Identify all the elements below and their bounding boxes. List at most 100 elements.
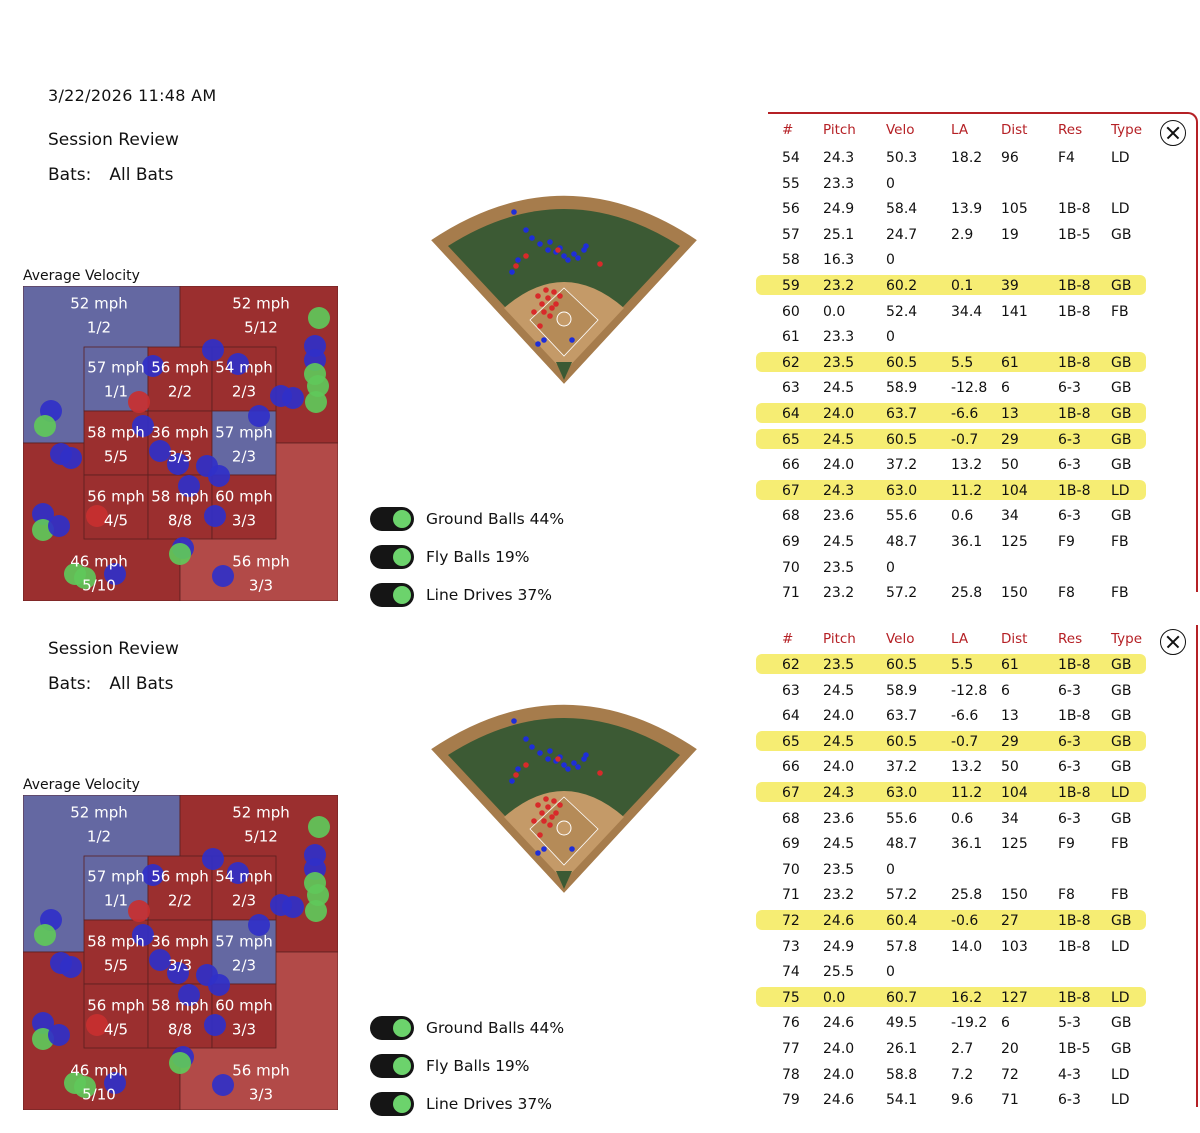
table-cell-n: 67 xyxy=(782,785,800,801)
table-cell-la: 11.2 xyxy=(951,482,983,499)
close-icon[interactable] xyxy=(1160,629,1186,655)
table-header-cell[interactable]: Pitch xyxy=(823,122,856,138)
table-header-cell[interactable]: LA xyxy=(951,122,969,138)
table-cell-velo: 0 xyxy=(886,329,895,346)
table-row[interactable]: 71 23.2 57.2 25.8 150 F8 FB xyxy=(768,585,1168,607)
table-row[interactable]: 63 24.5 58.9 -12.8 6 6-3 GB xyxy=(768,380,1168,402)
hit-type-toggle-row[interactable]: Line Drives 37% xyxy=(370,1085,564,1123)
table-header-cell[interactable]: Dist xyxy=(1001,631,1028,647)
hit-type-toggle-row[interactable]: Line Drives 37% xyxy=(370,576,564,614)
toggle-switch[interactable] xyxy=(370,583,414,607)
table-row[interactable]: 54 24.3 50.3 18.2 96 F4 LD xyxy=(768,150,1168,172)
table-row[interactable]: 78 24.0 58.8 7.2 72 4-3 LD xyxy=(768,1067,1168,1089)
table-cell-res: 6-3 xyxy=(1058,380,1081,397)
table-row[interactable]: 71 23.2 57.2 25.8 150 F8 FB xyxy=(768,887,1168,909)
table-row[interactable]: 70 23.5 0 xyxy=(768,560,1168,582)
toggle-switch[interactable] xyxy=(370,545,414,569)
table-row[interactable]: 62 23.5 60.5 5.5 61 1B-8 GB xyxy=(768,657,1168,679)
table-row[interactable]: 67 24.3 63.0 11.2 104 1B-8 LD xyxy=(768,483,1168,505)
table-header-cell[interactable]: # xyxy=(782,122,794,138)
table-row[interactable]: 61 23.3 0 xyxy=(768,329,1168,351)
table-row[interactable]: 66 24.0 37.2 13.2 50 6-3 GB xyxy=(768,759,1168,781)
table-row[interactable]: 75 0.0 60.7 16.2 127 1B-8 LD xyxy=(768,990,1168,1012)
toggle-switch[interactable] xyxy=(370,507,414,531)
row-highlight xyxy=(756,910,1146,930)
table-cell-pitch: 23.6 xyxy=(823,508,855,525)
table-row[interactable]: 64 24.0 63.7 -6.6 13 1B-8 GB xyxy=(768,406,1168,428)
table-row[interactable]: 68 23.6 55.6 0.6 34 6-3 GB xyxy=(768,811,1168,833)
spray-dot-blue xyxy=(545,247,551,253)
hit-type-toggle-row[interactable]: Fly Balls 19% xyxy=(370,538,564,576)
table-row[interactable]: 63 24.5 58.9 -12.8 6 6-3 GB xyxy=(768,683,1168,705)
table-header-cell[interactable]: LA xyxy=(951,631,969,647)
table-row[interactable]: 57 25.1 24.7 2.9 19 1B-5 GB xyxy=(768,227,1168,249)
spray-dot-blue xyxy=(541,337,547,343)
bats-filter[interactable]: Bats: All Bats xyxy=(48,165,173,185)
table-cell-n: 76 xyxy=(782,1015,800,1032)
table-header-cell[interactable]: Type xyxy=(1111,631,1143,647)
table-row[interactable]: 64 24.0 63.7 -6.6 13 1B-8 GB xyxy=(768,708,1168,730)
hit-type-toggle-row[interactable]: Ground Balls 44% xyxy=(370,500,564,538)
table-cell-res: 1B-8 xyxy=(1058,303,1091,320)
table-header-cell[interactable]: # xyxy=(782,631,794,647)
table-row[interactable]: 58 16.3 0 xyxy=(768,252,1168,274)
table-cell-velo: 60.5 xyxy=(886,733,918,750)
table-row[interactable]: 70 23.5 0 xyxy=(768,862,1168,884)
table-cell-dist: 61 xyxy=(1001,657,1019,673)
hit-type-toggle-row[interactable]: Ground Balls 44% xyxy=(370,1009,564,1047)
table-row[interactable]: 74 25.5 0 xyxy=(768,964,1168,986)
toggle-switch[interactable] xyxy=(370,1016,414,1040)
table-header-cell[interactable]: Velo xyxy=(886,631,915,647)
table-cell-dist: 141 xyxy=(1001,303,1028,320)
zone-pitch-dot xyxy=(307,884,329,906)
table-cell-la: 9.6 xyxy=(951,1092,974,1109)
table-header-cell[interactable]: Velo xyxy=(886,122,915,138)
toggle-switch[interactable] xyxy=(370,1092,414,1116)
table-row[interactable]: 79 24.6 54.1 9.6 71 6-3 LD xyxy=(768,1092,1168,1114)
close-icon[interactable] xyxy=(1160,120,1186,146)
hit-type-toggle-row[interactable]: Fly Balls 19% xyxy=(370,1047,564,1085)
table-row[interactable]: 66 24.0 37.2 13.2 50 6-3 GB xyxy=(768,457,1168,479)
toggle-switch[interactable] xyxy=(370,1054,414,1078)
table-cell-res: 1B-8 xyxy=(1058,913,1091,929)
spray-dot-blue xyxy=(565,766,571,772)
table-cell-velo: 48.7 xyxy=(886,836,918,853)
table-header-cell[interactable]: Res xyxy=(1058,122,1083,138)
zone-ratio-label: 4/5 xyxy=(104,1021,128,1039)
table-header-cell[interactable]: Type xyxy=(1111,122,1143,138)
bats-filter[interactable]: Bats: All Bats xyxy=(48,674,173,694)
table-row[interactable]: 65 24.5 60.5 -0.7 29 6-3 GB xyxy=(768,734,1168,756)
table-cell-dist: 104 xyxy=(1001,785,1028,801)
table-cell-pitch: 24.6 xyxy=(823,1092,855,1109)
table-row[interactable]: 59 23.2 60.2 0.1 39 1B-8 GB xyxy=(768,278,1168,300)
table-row[interactable]: 65 24.5 60.5 -0.7 29 6-3 GB xyxy=(768,432,1168,454)
table-cell-type: LD xyxy=(1111,201,1130,218)
table-row[interactable]: 56 24.9 58.4 13.9 105 1B-8 LD xyxy=(768,201,1168,223)
table-row[interactable]: 69 24.5 48.7 36.1 125 F9 FB xyxy=(768,836,1168,858)
table-row[interactable]: 76 24.6 49.5 -19.2 6 5-3 GB xyxy=(768,1015,1168,1037)
bats-value[interactable]: All Bats xyxy=(109,165,174,185)
table-row[interactable]: 72 24.6 60.4 -0.6 27 1B-8 GB xyxy=(768,913,1168,935)
table-header-cell[interactable]: Res xyxy=(1058,631,1083,647)
spray-dot-blue xyxy=(547,239,553,245)
spray-dot-blue xyxy=(569,337,575,343)
table-row[interactable]: 60 0.0 52.4 34.4 141 1B-8 FB xyxy=(768,304,1168,326)
table-row[interactable]: 69 24.5 48.7 36.1 125 F9 FB xyxy=(768,534,1168,556)
table-row[interactable]: 55 23.3 0 xyxy=(768,176,1168,198)
table-header-cell[interactable]: Pitch xyxy=(823,631,856,647)
spray-dot-red xyxy=(539,301,545,307)
table-row[interactable]: 77 24.0 26.1 2.7 20 1B-5 GB xyxy=(768,1041,1168,1063)
table-header-cell[interactable]: Dist xyxy=(1001,122,1028,138)
bats-value[interactable]: All Bats xyxy=(109,674,174,694)
zone-ratio-label: 5/10 xyxy=(82,1086,116,1104)
table-cell-dist: 13 xyxy=(1001,708,1019,725)
table-row[interactable]: 73 24.9 57.8 14.0 103 1B-8 LD xyxy=(768,939,1168,961)
table-cell-la: -12.8 xyxy=(951,380,988,397)
table-row[interactable]: 62 23.5 60.5 5.5 61 1B-8 GB xyxy=(768,355,1168,377)
table-row[interactable]: 67 24.3 63.0 11.2 104 1B-8 LD xyxy=(768,785,1168,807)
zone-pitch-dot xyxy=(104,563,126,585)
spray-dot-blue xyxy=(529,744,535,750)
table-cell-n: 73 xyxy=(782,938,800,955)
table-cell-n: 59 xyxy=(782,278,800,294)
table-row[interactable]: 68 23.6 55.6 0.6 34 6-3 GB xyxy=(768,508,1168,530)
